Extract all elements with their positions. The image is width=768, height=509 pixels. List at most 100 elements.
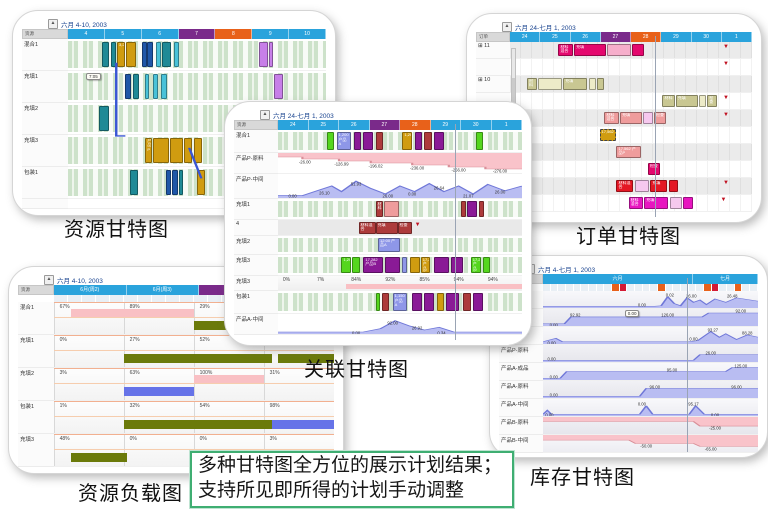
task-bar[interactable] xyxy=(643,111,653,125)
task-bar[interactable]: 1,200 xyxy=(341,257,352,273)
task-bar[interactable]: 材料混合 xyxy=(558,43,573,57)
day-cell[interactable] xyxy=(543,284,551,291)
task-bar[interactable]: 充填 xyxy=(375,221,398,234)
day-cell[interactable] xyxy=(650,284,659,291)
timeline-cell[interactable]: 25 xyxy=(540,32,571,42)
day-cell[interactable] xyxy=(566,284,574,291)
task-bar[interactable]: 材料混合 xyxy=(628,196,644,210)
day-cell[interactable] xyxy=(550,284,559,291)
timeline-cell[interactable]: 24 xyxy=(278,120,309,130)
task-bar[interactable] xyxy=(384,201,399,217)
scrollbar-thumb[interactable] xyxy=(512,78,515,124)
task-bar[interactable]: 材料混合 xyxy=(604,111,619,125)
day-cell[interactable] xyxy=(68,295,82,302)
task-bar[interactable]: 1,200 产品A xyxy=(336,132,352,150)
timeline-cell[interactable]: 29 xyxy=(661,32,692,42)
day-cell[interactable] xyxy=(734,284,743,291)
day-cell[interactable] xyxy=(727,284,735,291)
day-cell[interactable] xyxy=(696,284,705,291)
day-cell[interactable] xyxy=(589,284,597,291)
task-bar[interactable]: 17,282 产品C xyxy=(420,257,431,273)
due-date-marker[interactable]: ▼ xyxy=(722,94,729,101)
task-bar[interactable]: 检查 xyxy=(707,94,717,108)
task-bar[interactable] xyxy=(162,42,172,67)
day-cell[interactable] xyxy=(742,284,751,291)
task-bar[interactable]: 充填 xyxy=(675,94,698,108)
day-cell[interactable] xyxy=(558,284,567,291)
timeline-cell[interactable]: 6 xyxy=(141,29,179,39)
task-bar[interactable]: 17,282 产品A xyxy=(470,257,481,273)
task-bar[interactable] xyxy=(101,42,110,67)
task-bar[interactable] xyxy=(434,257,449,273)
task-bar[interactable]: 检查 xyxy=(647,162,661,176)
timeline-cell[interactable]: 24 xyxy=(510,32,541,42)
task-bar[interactable] xyxy=(683,196,693,210)
task-bar[interactable] xyxy=(153,74,159,99)
task-bar[interactable] xyxy=(155,42,161,67)
task-bar[interactable] xyxy=(202,419,273,429)
task-bar[interactable] xyxy=(479,201,485,217)
day-cell[interactable] xyxy=(711,284,720,291)
due-date-marker[interactable]: ▼ xyxy=(414,221,421,228)
task-bar[interactable] xyxy=(258,42,268,67)
task-bar[interactable] xyxy=(446,293,459,311)
day-cell[interactable] xyxy=(581,284,590,291)
task-bar[interactable]: 17,562 xyxy=(599,128,617,142)
due-date-marker[interactable]: ▼ xyxy=(722,179,729,186)
task-bar[interactable] xyxy=(451,257,464,273)
task-bar[interactable]: 充填 xyxy=(574,43,606,57)
task-bar[interactable] xyxy=(269,42,274,67)
task-bar[interactable]: 17,282 产品B xyxy=(363,257,383,273)
timeline-cell[interactable]: 1 xyxy=(721,32,752,42)
task-bar[interactable] xyxy=(363,132,374,150)
day-cell[interactable] xyxy=(180,295,194,302)
task-bar[interactable] xyxy=(126,42,137,67)
day-cell[interactable] xyxy=(194,295,208,302)
timeline-cell[interactable]: 10 xyxy=(289,29,327,39)
task-bar[interactable]: 充填 xyxy=(650,179,668,193)
task-bar[interactable] xyxy=(632,43,645,57)
calendar-button-icon[interactable]: ▲ xyxy=(44,274,54,285)
day-cell[interactable] xyxy=(719,284,728,291)
task-bar[interactable] xyxy=(461,201,466,217)
task-bar[interactable] xyxy=(467,201,477,217)
task-bar[interactable]: 17,562 产品P xyxy=(616,145,641,159)
calendar-button-icon[interactable]: ▲ xyxy=(48,18,58,29)
task-bar[interactable] xyxy=(124,419,203,429)
task-bar[interactable] xyxy=(475,132,483,150)
task-bar[interactable] xyxy=(326,132,335,150)
day-cell[interactable] xyxy=(82,295,96,302)
task-bar[interactable] xyxy=(145,74,150,99)
task-bar[interactable] xyxy=(375,293,381,311)
task-bar[interactable] xyxy=(129,170,138,195)
due-date-marker[interactable]: ▼ xyxy=(722,111,729,118)
task-bar[interactable]: 充填 xyxy=(620,111,642,125)
day-cell[interactable] xyxy=(54,295,68,302)
day-cell[interactable] xyxy=(152,295,166,302)
task-bar[interactable]: 材料混合 xyxy=(358,221,376,234)
task-bar[interactable]: 材料 xyxy=(662,94,675,108)
day-cell[interactable] xyxy=(573,284,582,291)
day-cell[interactable] xyxy=(658,284,666,291)
task-bar[interactable] xyxy=(424,293,435,311)
task-bar[interactable] xyxy=(194,375,264,384)
timeline-cell[interactable]: 30 xyxy=(461,120,492,130)
task-bar[interactable] xyxy=(424,132,432,150)
timeline-cell[interactable]: 7 xyxy=(178,29,216,39)
task-bar[interactable] xyxy=(272,419,334,429)
day-cell[interactable] xyxy=(635,284,643,291)
day-cell[interactable] xyxy=(596,284,605,291)
day-cell[interactable] xyxy=(166,295,180,302)
timeline-cell[interactable]: 六月 xyxy=(543,274,694,284)
day-cell[interactable] xyxy=(665,284,674,291)
task-bar[interactable] xyxy=(197,170,205,195)
day-cell[interactable] xyxy=(110,295,124,302)
task-bar[interactable] xyxy=(184,138,192,163)
day-cell[interactable] xyxy=(681,284,689,291)
task-bar[interactable] xyxy=(537,77,563,91)
task-bar[interactable] xyxy=(169,138,183,163)
day-cell[interactable] xyxy=(750,284,758,291)
task-bar[interactable] xyxy=(70,452,127,462)
timeline-cell[interactable]: 1 xyxy=(491,120,522,130)
day-cell[interactable] xyxy=(138,295,152,302)
